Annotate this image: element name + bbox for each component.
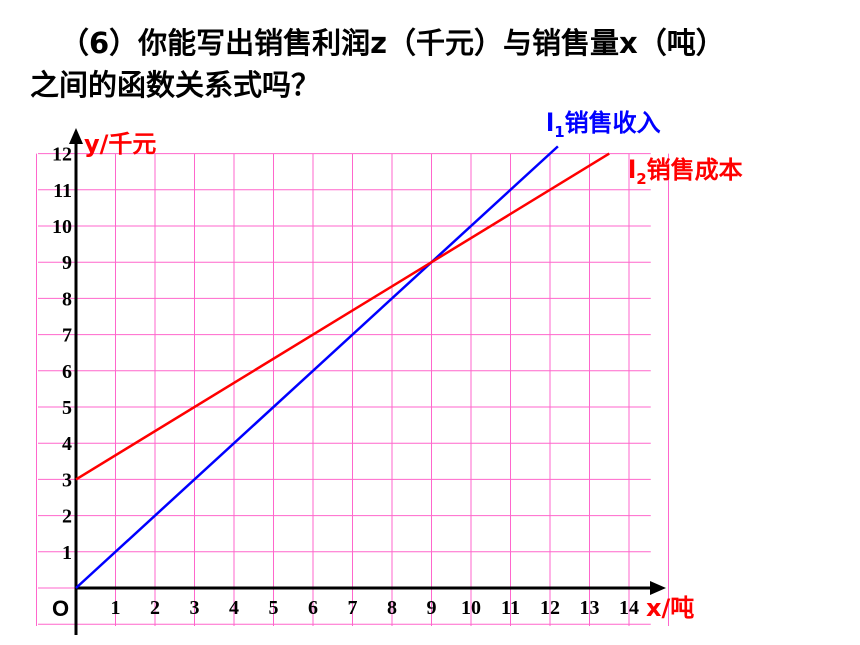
y-axis-arrow	[69, 128, 83, 144]
axes	[69, 128, 666, 635]
x-tick-label: 11	[501, 597, 520, 619]
x-tick-label: 6	[308, 597, 318, 619]
x-tick-label: 12	[540, 597, 560, 619]
question-line2: 之间的函数关系式吗？	[30, 68, 321, 102]
x-tick-label: 9	[427, 597, 437, 619]
x-axis-label: x/吨	[646, 594, 694, 622]
y-tick-label: 5	[62, 397, 72, 419]
y-tick-label: 2	[62, 506, 72, 528]
y-tick-label: 4	[62, 433, 72, 455]
legend-series-1: l1销售收入	[546, 109, 661, 141]
question-text: （6）你能写出销售利润z（千元）与销售量x（吨） 之间的函数关系式吗？	[30, 22, 830, 106]
x-tick-label: 7	[348, 597, 358, 619]
x-axis-arrow	[650, 581, 666, 595]
series-1-name: 销售收入	[565, 109, 661, 137]
y-tick-label: 11	[53, 180, 72, 202]
legend-series-2: l2销售成本	[628, 156, 743, 188]
y-tick-label: 3	[62, 469, 72, 491]
series-1-label-sub: 1	[554, 123, 564, 141]
x-tick-label: 10	[461, 597, 481, 619]
x-tick-label: 2	[150, 597, 160, 619]
series-1-label-main: l	[546, 109, 554, 137]
y-tick-label: 10	[52, 216, 72, 238]
x-tick-label: 3	[190, 597, 200, 619]
y-axis-label: y/千元	[84, 130, 156, 158]
series-line-1	[75, 145, 559, 589]
grid	[36, 153, 669, 626]
x-tick-label: 5	[269, 597, 279, 619]
series-lines	[75, 145, 610, 589]
y-tick-label: 1	[62, 542, 72, 564]
y-tick-label: 7	[62, 325, 72, 347]
x-tick-label: 1	[111, 597, 121, 619]
y-tick-label: 9	[62, 252, 72, 274]
series-2-label-sub: 2	[636, 170, 646, 188]
series-line-2	[75, 152, 610, 481]
series-2-label-main: l	[628, 156, 636, 184]
x-tick-label: 4	[229, 597, 239, 619]
x-tick-label: 8	[387, 597, 397, 619]
y-tick-label: 8	[62, 288, 72, 310]
series-2-name: 销售成本	[647, 156, 743, 184]
y-tick-label: 12	[52, 144, 72, 166]
origin-label: O	[52, 596, 69, 621]
x-tick-label: 13	[580, 597, 600, 619]
x-tick-label: 14	[619, 597, 639, 619]
y-tick-label: 6	[62, 361, 72, 383]
question-line1: （6）你能写出销售利润z（千元）与销售量x（吨）	[60, 26, 725, 60]
